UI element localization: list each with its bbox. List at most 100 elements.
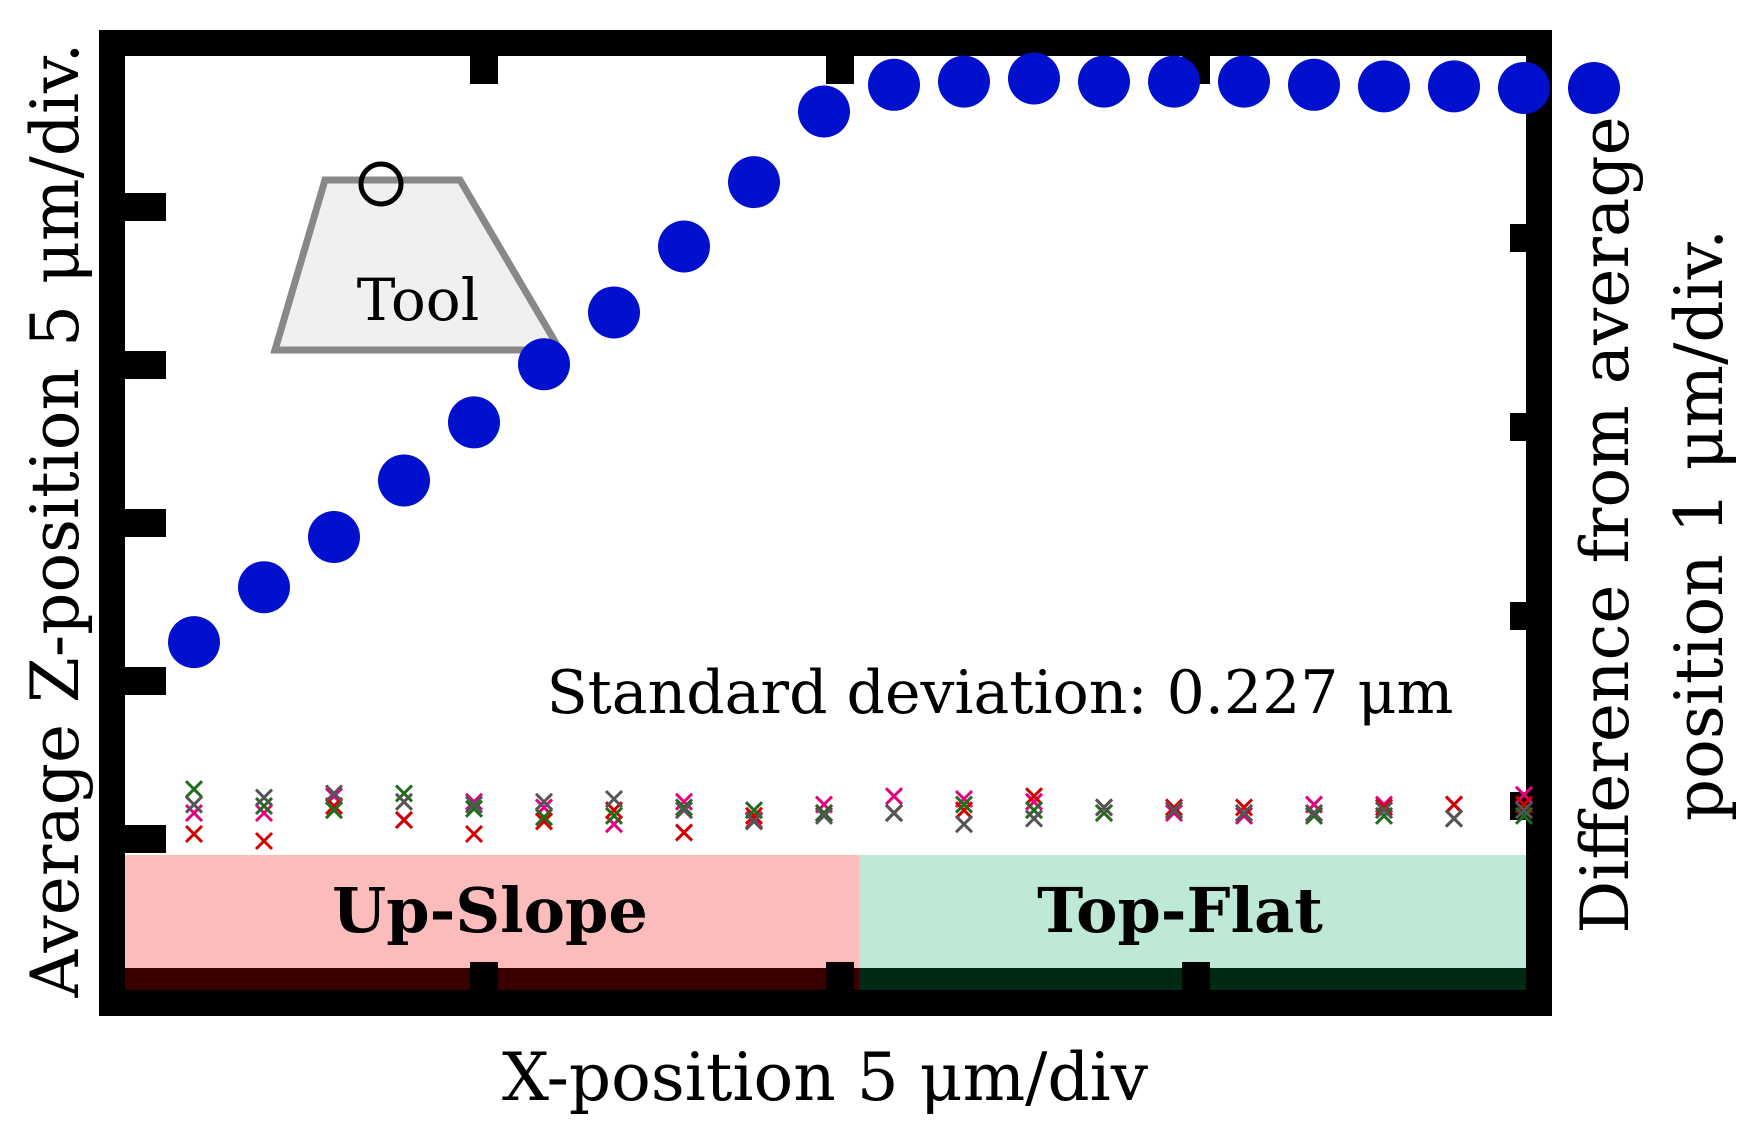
avg-point — [588, 286, 640, 339]
tool-tip-circle — [358, 161, 404, 207]
diff-point — [464, 824, 484, 844]
diff-point — [1374, 798, 1394, 817]
diff-point — [1094, 798, 1114, 817]
diff-point — [1514, 801, 1534, 820]
left-tick-0 — [123, 193, 166, 221]
avg-point — [658, 220, 710, 273]
diff-point — [254, 796, 274, 816]
diff-point — [254, 788, 274, 807]
difference-series — [184, 780, 1534, 851]
region-label-top-flat: Top-Flat — [1037, 874, 1323, 947]
diff-point — [184, 824, 204, 844]
y-axis-label: Average Z-position 5 μm/div. — [17, 43, 94, 999]
diff-point — [184, 795, 204, 814]
avg-point — [1498, 61, 1550, 114]
avg-point — [238, 561, 290, 614]
diff-point — [954, 815, 974, 834]
diff-point — [1444, 809, 1464, 828]
diff-point — [674, 792, 694, 811]
diff-point — [604, 789, 624, 809]
avg-point — [1428, 60, 1480, 113]
diff-point — [954, 801, 974, 820]
avg-point — [728, 156, 780, 209]
diff-point — [324, 801, 344, 820]
diff-point — [1234, 798, 1254, 817]
avg-point — [1078, 55, 1130, 108]
top-tick-0 — [470, 54, 498, 84]
diff-point — [674, 823, 694, 842]
diff-point — [744, 806, 764, 825]
avg-point — [798, 85, 850, 138]
diff-point — [254, 803, 274, 823]
left-tick-3 — [123, 667, 166, 695]
diff-point — [324, 784, 344, 803]
diff-point — [1234, 806, 1254, 825]
avg-point — [1218, 55, 1270, 108]
bottom-tick-0 — [470, 962, 498, 992]
right-tick-1 — [1510, 413, 1540, 441]
diff-point — [1234, 803, 1254, 823]
avg-point — [868, 58, 920, 111]
right-tick-2 — [1510, 602, 1540, 630]
diff-point — [1094, 803, 1114, 823]
std-deviation-annotation: Standard deviation: 0.227 μm — [547, 658, 1454, 728]
diff-point — [1164, 803, 1184, 823]
x-axis-label: X-position 5 μm/div — [502, 1039, 1149, 1116]
tool-label: Tool — [357, 266, 480, 334]
diff-point — [394, 784, 414, 803]
plot-frame — [99, 30, 1552, 1016]
diff-point — [1374, 801, 1394, 820]
diff-point — [884, 803, 904, 823]
diff-point — [604, 815, 624, 834]
left-tick-2 — [123, 509, 166, 537]
top-tick-1 — [826, 54, 854, 84]
avg-point — [1358, 60, 1410, 113]
diff-point — [1024, 787, 1044, 806]
avg-point — [1288, 58, 1340, 111]
avg-point — [1568, 61, 1620, 114]
y2-axis-label-line2: position 1 μm/div. — [1661, 229, 1738, 821]
avg-point — [378, 454, 430, 507]
diff-point — [604, 806, 624, 825]
diff-point — [1304, 803, 1324, 823]
diff-point — [1444, 795, 1464, 814]
diff-point — [254, 831, 274, 851]
diff-point — [394, 810, 414, 830]
diff-point — [534, 808, 554, 827]
diff-point — [1164, 801, 1184, 820]
diff-point — [954, 795, 974, 814]
avg-point — [1148, 55, 1200, 108]
region-label-up-slope: Up-Slope — [332, 874, 648, 947]
diff-point — [184, 780, 204, 799]
bottom-tick-2 — [1182, 962, 1210, 992]
diff-point — [1304, 806, 1324, 825]
diff-point — [1024, 809, 1044, 828]
diff-point — [674, 798, 694, 817]
right-tick-0 — [1510, 224, 1540, 252]
tool-inset: Tool — [270, 161, 567, 354]
diff-point — [1514, 806, 1534, 825]
diff-point — [534, 792, 554, 811]
tool-shape — [270, 176, 567, 354]
bottom-tick-1 — [826, 962, 854, 992]
y2-axis-label-line1: Difference from average — [1567, 116, 1644, 933]
diff-point — [814, 803, 834, 823]
diff-point — [464, 795, 484, 814]
diff-point — [394, 792, 414, 811]
avg-point — [1008, 52, 1060, 105]
diff-point — [534, 812, 554, 831]
diff-point — [744, 812, 764, 831]
diff-point — [1374, 806, 1394, 825]
left-tick-1 — [123, 351, 166, 379]
avg-point — [168, 616, 220, 669]
left-tick-4 — [123, 825, 166, 853]
diff-point — [464, 799, 484, 818]
diff-point — [884, 787, 904, 806]
diff-point — [1024, 801, 1044, 820]
diff-point — [184, 803, 204, 823]
diff-point — [1024, 792, 1044, 811]
avg-point — [448, 396, 500, 449]
average-z-series — [168, 52, 1620, 669]
avg-point — [938, 55, 990, 108]
